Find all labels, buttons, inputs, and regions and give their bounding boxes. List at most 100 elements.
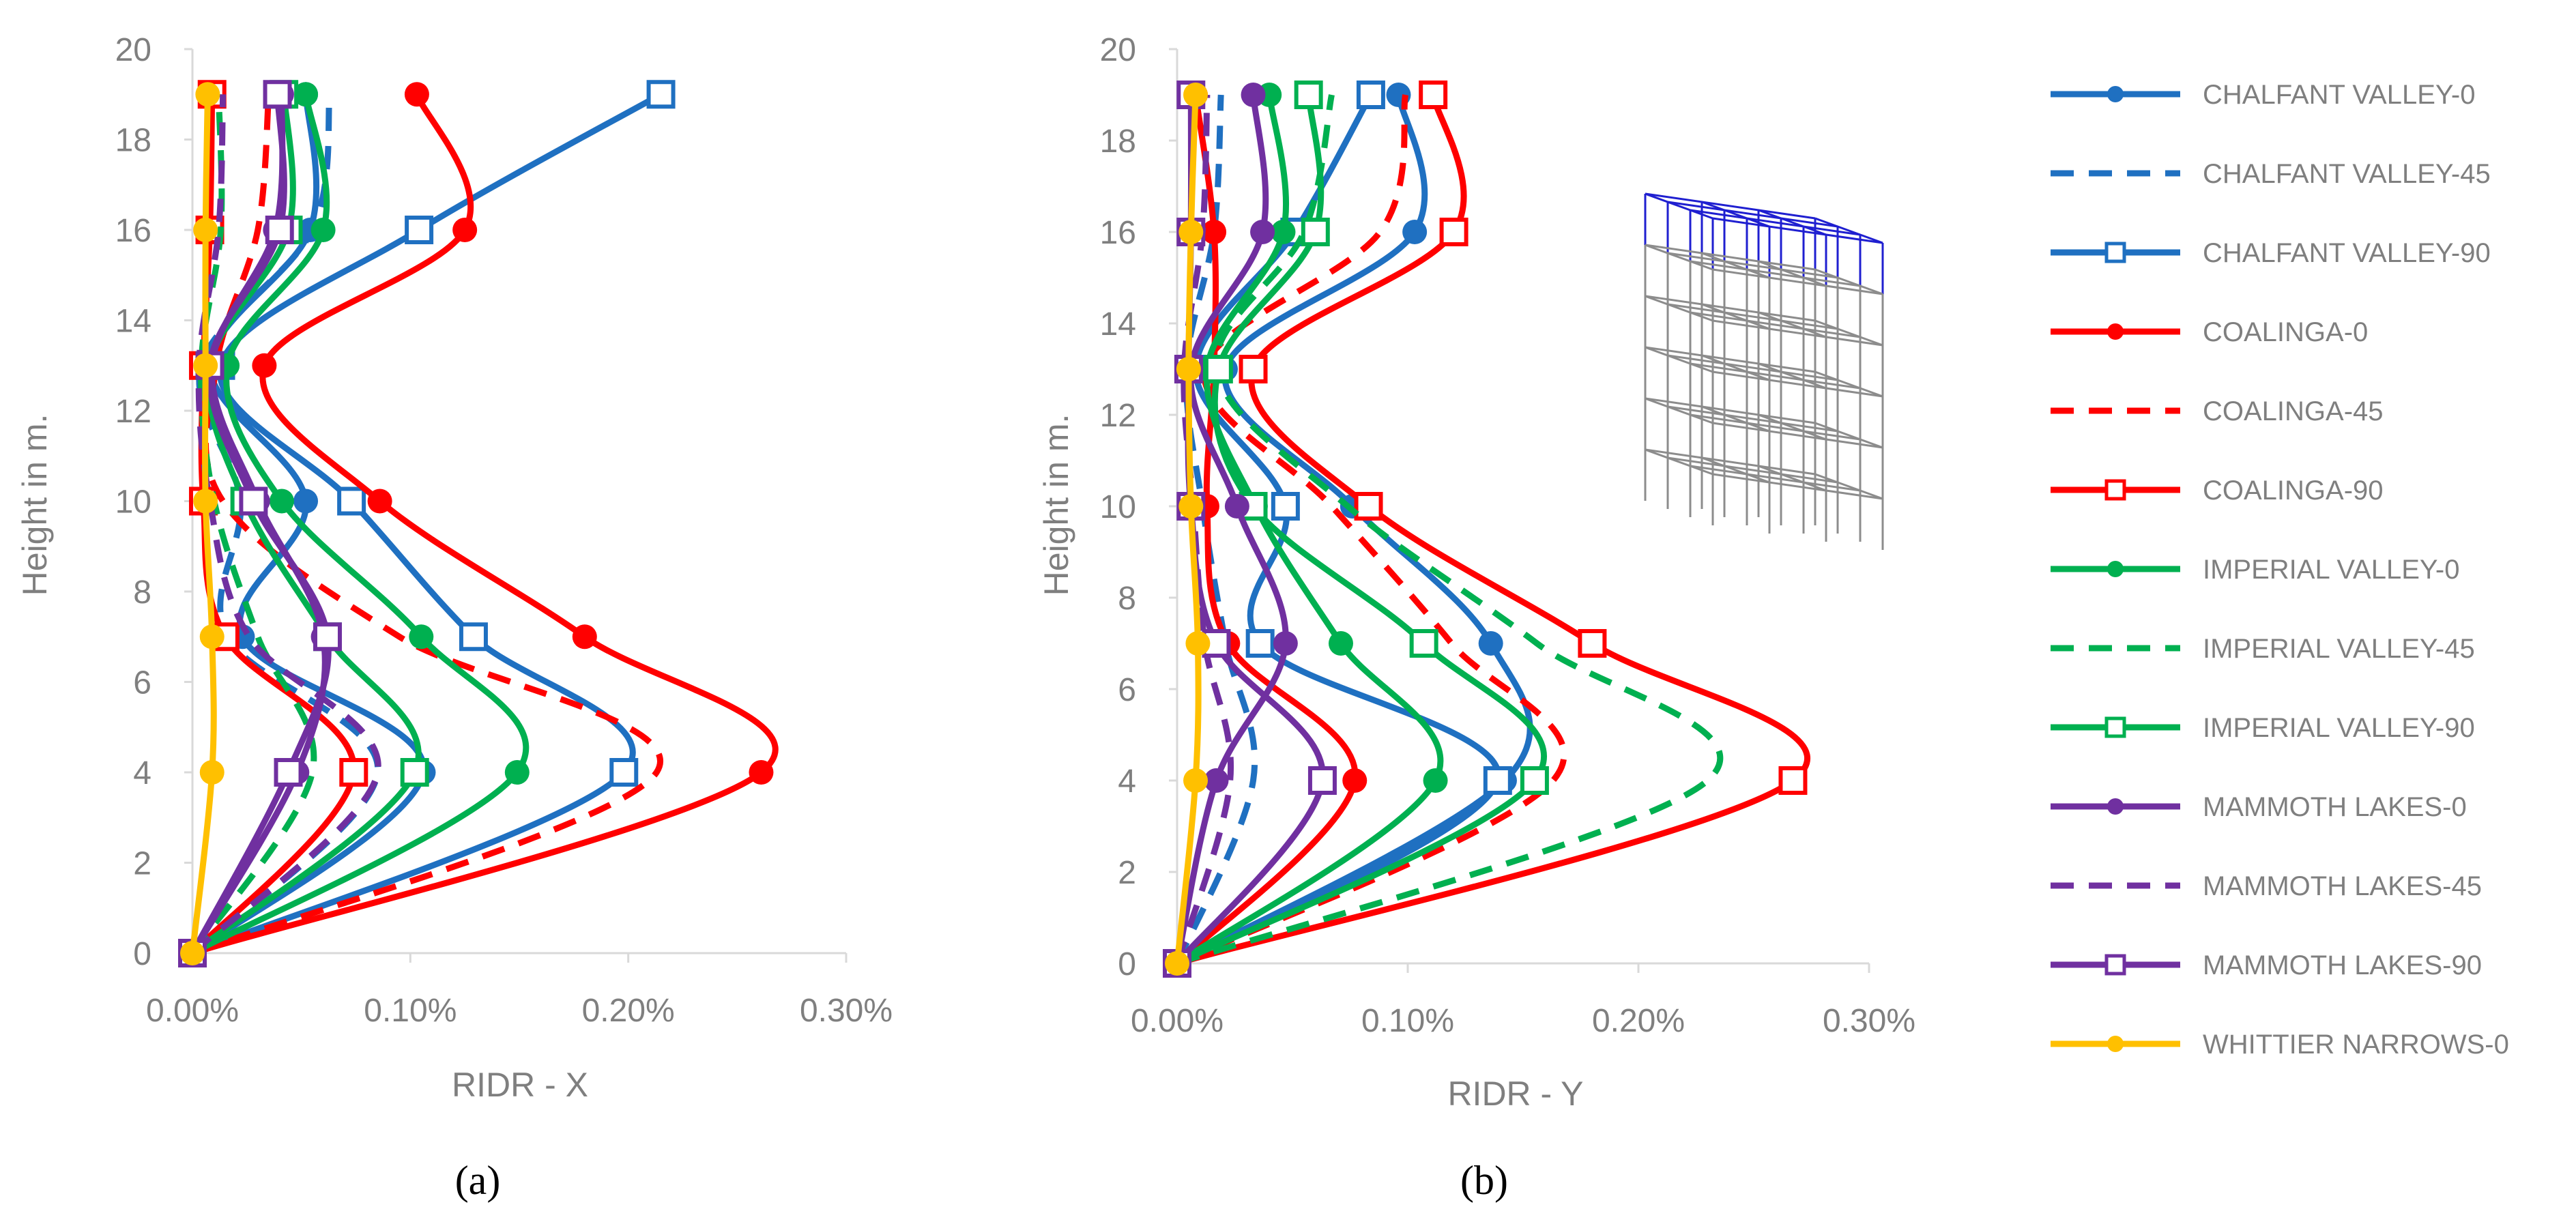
frame-beam xyxy=(1645,448,1713,476)
panel-b-y-tick-label: 14 xyxy=(1100,306,1136,343)
frame-beam xyxy=(1712,319,1883,347)
frame-beam xyxy=(1645,295,1816,322)
panel-b-point-coalinga-90 xyxy=(1239,355,1268,383)
building-frame-illustration xyxy=(1644,192,1884,550)
frame-beam xyxy=(1645,244,1816,271)
panel-b-point-whittier-narrows-0 xyxy=(1185,631,1211,656)
legend-item-mammoth-lakes-90: MAMMOTH LAKES-90 xyxy=(2051,950,2482,980)
panel-b-line-coalinga-90 xyxy=(1174,91,1810,967)
panel-b-point-coalinga-90 xyxy=(1354,492,1383,521)
panel-a-point-coalinga-0 xyxy=(572,624,597,650)
panel-a-y-tick-label: 12 xyxy=(115,394,151,430)
panel-a-point-coalinga-90 xyxy=(339,758,368,787)
panel-a-y-tick-label: 2 xyxy=(133,846,151,882)
panel-b-caption: (b) xyxy=(1460,1158,1508,1203)
panel-b-y-tick-label: 4 xyxy=(1118,763,1136,800)
legend-label: MAMMOTH LAKES-45 xyxy=(2203,871,2482,901)
panel-b-point-coalinga-0 xyxy=(1342,768,1367,793)
panel-b-point-imperial-valley-90 xyxy=(1294,81,1323,109)
frame-beam xyxy=(1645,192,1713,220)
panel-b-x-tick-label: 0.30% xyxy=(1823,1003,1915,1039)
legend-swatch-marker xyxy=(2104,242,2126,263)
frame-beam xyxy=(1814,370,1883,398)
panel-a-point-whittier-narrows-0 xyxy=(193,489,218,514)
panel-b-series-imperial-valley-90 xyxy=(1163,81,1549,978)
legend-swatch-marker xyxy=(2107,323,2124,340)
panel-b-line-imperial-valley-45 xyxy=(1176,94,1724,967)
panel-b-y-tick-label: 2 xyxy=(1118,855,1136,891)
legend-label: CHALFANT VALLEY-0 xyxy=(2203,80,2475,110)
frame-beam xyxy=(1667,456,1838,484)
panel-a-x-tick-label: 0.10% xyxy=(364,993,457,1029)
panel-a-point-mammoth-lakes-90 xyxy=(274,758,303,787)
panel-b-y-tick-label: 20 xyxy=(1100,32,1136,68)
panel-b-point-imperial-valley-0 xyxy=(1423,768,1448,793)
legend-item-mammoth-lakes-0: MAMMOTH LAKES-0 xyxy=(2051,792,2467,822)
legend-item-whittier-narrows-0: WHITTIER NARROWS-0 xyxy=(2051,1030,2509,1060)
legend-swatch-marker xyxy=(2104,479,2126,501)
legend-label: CHALFANT VALLEY-90 xyxy=(2203,238,2491,268)
panel-a-point-coalinga-0 xyxy=(367,489,392,514)
panel-b-point-whittier-narrows-0 xyxy=(1165,951,1189,976)
frame-beam xyxy=(1645,346,1713,373)
panel-a-point-imperial-valley-90 xyxy=(400,758,429,787)
legend-swatch-marker xyxy=(2107,561,2124,577)
panel-a-point-whittier-narrows-0 xyxy=(180,941,205,965)
panel-b-point-chalfant-valley-90 xyxy=(1483,766,1512,795)
panel-a-point-mammoth-lakes-90 xyxy=(263,80,292,109)
panel-a-point-whittier-narrows-0 xyxy=(199,624,225,650)
frame-beam xyxy=(1814,268,1883,295)
panel-b-point-coalinga-90 xyxy=(1439,218,1468,246)
legend-item-chalfant-valley-90: CHALFANT VALLEY-90 xyxy=(2051,238,2491,268)
panel-a-line-chalfant-valley-0 xyxy=(189,91,427,957)
legend-item-imperial-valley-0: IMPERIAL VALLEY-0 xyxy=(2051,555,2459,585)
panel-a-point-chalfant-valley-90 xyxy=(405,216,434,244)
panel-b-point-mammoth-lakes-0 xyxy=(1273,631,1298,656)
panel-b-point-mammoth-lakes-0 xyxy=(1224,494,1249,519)
panel-b-y-tick-label: 6 xyxy=(1118,672,1136,708)
panel-a-series-mammoth-lakes-45 xyxy=(190,94,381,956)
panel-a-point-whittier-narrows-0 xyxy=(193,353,218,378)
frame-beam xyxy=(1667,201,1838,228)
legend-label: IMPERIAL VALLEY-0 xyxy=(2203,555,2459,585)
panel-b-x-tick-label: 0.20% xyxy=(1592,1003,1685,1039)
panel-b-y-tick-label: 10 xyxy=(1100,489,1136,525)
frame-beam xyxy=(1645,346,1816,373)
legend-item-coalinga-90: COALINGA-90 xyxy=(2051,476,2384,506)
panel-a-y-tick-label: 10 xyxy=(115,484,151,521)
frame-beam xyxy=(1814,319,1883,347)
frame-beam xyxy=(1758,311,1827,338)
frame-beam xyxy=(1814,217,1883,244)
frame-beam xyxy=(1667,303,1838,330)
panel-b-series-coalinga-90 xyxy=(1163,81,1810,978)
legend: CHALFANT VALLEY-0 CHALFANT VALLEY-45 CHALF… xyxy=(2051,80,2509,1060)
frame-beam xyxy=(1645,295,1713,322)
panel-a-point-chalfant-valley-0 xyxy=(293,489,319,514)
frame-beam xyxy=(1814,473,1883,500)
panel-a-point-chalfant-valley-90 xyxy=(459,622,488,652)
panel-b-point-whittier-narrows-0 xyxy=(1178,220,1204,244)
panel-a-point-imperial-valley-0 xyxy=(409,624,434,650)
panel-b-point-chalfant-valley-90 xyxy=(1271,492,1300,521)
panel-a-point-coalinga-0 xyxy=(404,82,429,107)
frame-beam xyxy=(1758,413,1827,441)
panel-a-series-whittier-narrows-0 xyxy=(180,82,225,965)
frame-beam xyxy=(1712,217,1883,244)
panel-b-point-coalinga-90 xyxy=(1578,629,1607,658)
frame-beam xyxy=(1701,456,1770,484)
panel-a-caption: (a) xyxy=(455,1158,501,1203)
frame-beam xyxy=(1701,252,1770,279)
panel-b-point-chalfant-valley-0 xyxy=(1478,631,1503,656)
panel-a-line-mammoth-lakes-45 xyxy=(190,94,381,956)
panel-a-y-tick-label: 4 xyxy=(133,755,151,791)
legend-swatch-marker xyxy=(2104,954,2126,976)
panel-a-y-tick-label: 0 xyxy=(133,936,151,972)
frame-beam xyxy=(1758,362,1827,390)
panel-b-y-tick-label: 12 xyxy=(1100,398,1136,434)
panel-b-y-tick-label: 0 xyxy=(1118,946,1136,982)
legend-swatch-marker xyxy=(2107,798,2124,815)
panel-b-point-coalinga-90 xyxy=(1419,81,1448,109)
panel-b-point-mammoth-lakes-0 xyxy=(1250,220,1275,244)
panel-a-point-mammoth-lakes-90 xyxy=(265,216,294,244)
